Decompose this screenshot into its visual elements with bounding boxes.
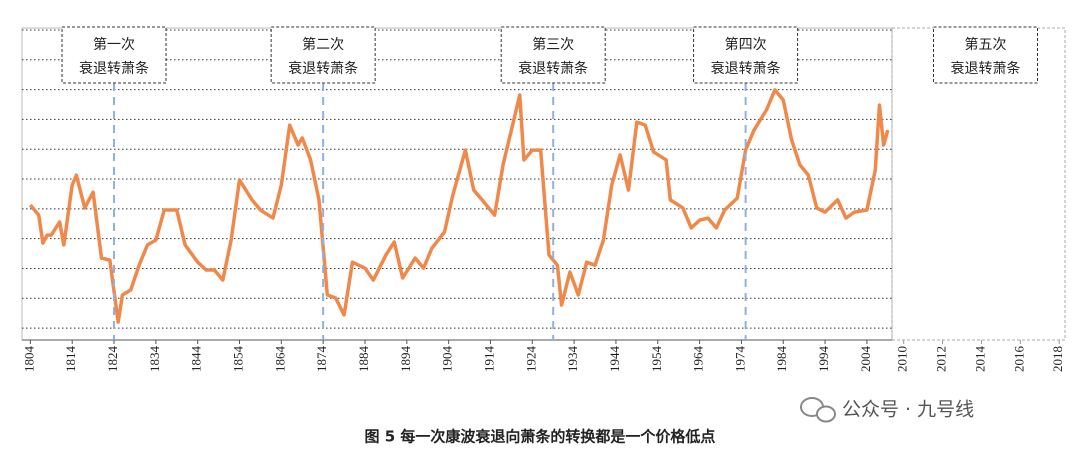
recession-label: 第四次	[725, 36, 767, 53]
x-tick-label: 1884	[356, 346, 371, 373]
x-tick-label: 1864	[272, 346, 287, 373]
x-tick-label: 1984	[774, 346, 789, 373]
x-tick-label: 1834	[147, 346, 162, 373]
caption: 图 5 每一次康波衰退向萧条的转换都是一个价格低点	[365, 428, 716, 446]
x-tick-label: 2018	[1050, 346, 1065, 372]
recession-label: 第三次	[532, 36, 574, 53]
x-tick-label: 2010	[895, 346, 910, 372]
x-tick-label: 2014	[972, 346, 987, 373]
x-tick-label: 1954	[649, 346, 664, 373]
x-tick-label: 2004	[858, 346, 873, 373]
recession-sub: 衰退转萧条	[79, 60, 149, 77]
x-tick-label: 1904	[440, 346, 455, 373]
recession-sub: 衰退转萧条	[711, 60, 781, 77]
future-label: 第五次	[965, 36, 1007, 53]
recession-box	[270, 26, 376, 84]
x-tick-label: 1964	[691, 346, 706, 373]
recession-label: 第一次	[93, 36, 135, 53]
x-tick-label: 1854	[230, 346, 245, 373]
x-tick-label: 1974	[732, 346, 747, 373]
future-box	[933, 26, 1038, 84]
x-tick-label: 2012	[934, 346, 949, 372]
recession-box	[61, 26, 167, 84]
x-tick-label: 1844	[189, 346, 204, 373]
recession-box	[693, 26, 799, 84]
price-line	[29, 88, 890, 324]
x-tick-label: 1914	[481, 346, 496, 373]
x-tick-label: 1924	[523, 346, 538, 373]
x-tick-label: 1874	[314, 346, 329, 373]
x-tick-label: 1944	[607, 346, 622, 373]
x-tick-label: 1814	[63, 346, 78, 373]
recession-sub: 衰退转萧条	[518, 60, 588, 77]
watermark-icon	[800, 397, 836, 423]
recession-sub: 衰退转萧条	[288, 60, 358, 77]
x-tick-label: 1804	[21, 346, 36, 373]
recession-label: 第二次	[302, 36, 344, 53]
x-tick-label: 1824	[105, 346, 120, 373]
future-sub: 衰退转萧条	[951, 60, 1021, 77]
x-tick-label: 1894	[398, 346, 413, 373]
x-tick-label: 1994	[816, 346, 831, 373]
recession-box	[500, 26, 606, 84]
watermark: 公众号 · 九号线	[842, 399, 974, 421]
x-tick-label: 1934	[565, 346, 580, 373]
x-tick-label: 2016	[1011, 345, 1026, 372]
